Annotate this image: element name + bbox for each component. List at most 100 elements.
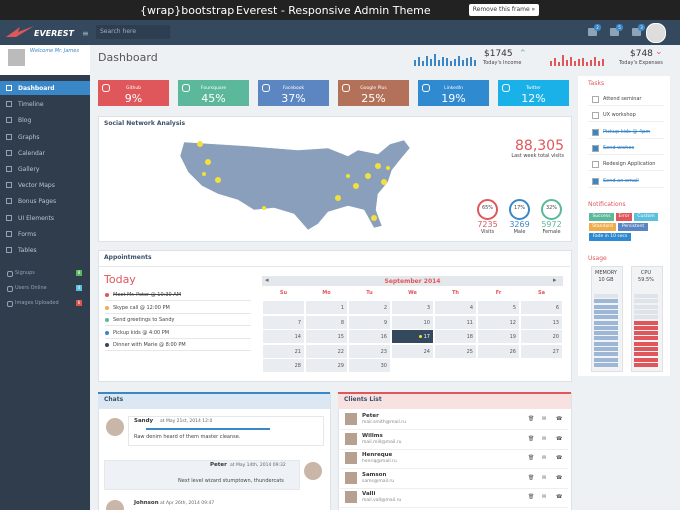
day-cell[interactable] [349, 301, 390, 314]
day-cell[interactable] [263, 359, 304, 372]
remove-frame[interactable]: Remove this frame » [469, 4, 539, 16]
checkbox[interactable] [592, 177, 599, 185]
day-cell[interactable] [435, 344, 476, 358]
client-action[interactable]: 🗑 [528, 455, 535, 461]
day-cell[interactable] [392, 301, 433, 314]
card-icon [102, 84, 110, 92]
day-cell[interactable] [306, 344, 347, 358]
stat-label: Signups [15, 270, 35, 276]
avatar[interactable] [646, 23, 666, 43]
day: 19 [509, 334, 516, 340]
day: 5 [512, 305, 516, 311]
menu-item[interactable]: Vector Maps [18, 182, 55, 190]
meter-segment [634, 304, 658, 309]
meter-segment [594, 331, 618, 336]
day-cell[interactable] [478, 301, 519, 314]
chat-time: at Apr 26th, 2014 09:47 [160, 500, 215, 506]
day-cell[interactable] [349, 330, 390, 343]
header-icon[interactable] [588, 28, 597, 36]
day-cell[interactable] [306, 315, 347, 329]
client-action[interactable]: 🗑 [528, 435, 535, 442]
user-avatar [8, 49, 25, 66]
day-cell[interactable] [263, 330, 304, 343]
day-cell[interactable] [349, 315, 390, 329]
client-name: Willms [362, 432, 383, 439]
task-text: Send wishes [603, 144, 635, 151]
menu-active [0, 81, 90, 95]
notify-button[interactable]: Persistent [618, 223, 648, 231]
day-cell[interactable] [521, 330, 562, 343]
client-action[interactable]: 🗑 [528, 494, 535, 500]
client-action[interactable]: ✉ [542, 416, 547, 422]
day-cell[interactable] [263, 344, 304, 358]
menu-item[interactable]: Tables [18, 247, 37, 254]
day-cell[interactable] [435, 330, 476, 343]
menu-item[interactable]: Gallery [18, 166, 40, 173]
menu-item[interactable]: UI Elements [18, 214, 55, 222]
day-cell[interactable] [392, 344, 433, 358]
checkbox[interactable] [592, 161, 599, 169]
day-cell[interactable] [349, 359, 390, 372]
client-action[interactable]: ✉ [542, 494, 547, 500]
day-cell[interactable] [478, 344, 519, 358]
menu-item[interactable]: Forms [18, 230, 37, 238]
day-cell[interactable] [263, 315, 304, 329]
client-action[interactable]: 🗑 [528, 416, 535, 422]
client-action[interactable]: ✉ [542, 455, 547, 461]
client-action[interactable]: ✉ [542, 435, 547, 442]
header-icon[interactable] [632, 28, 641, 36]
day-cell[interactable] [392, 330, 433, 343]
day-cell[interactable] [306, 330, 347, 343]
client-action[interactable]: ☎ [556, 435, 563, 442]
day-cell[interactable] [435, 315, 476, 329]
day-cell[interactable] [306, 301, 347, 314]
client-action[interactable]: ☎ [556, 494, 563, 500]
client-action[interactable]: ☎ [556, 455, 563, 461]
client-name: Peter [362, 413, 379, 419]
expense-amount: $748 [630, 49, 653, 59]
day-cell[interactable] [263, 301, 304, 314]
checkbox[interactable] [592, 96, 599, 103]
day-cell[interactable] [521, 315, 562, 329]
day-cell[interactable] [435, 301, 476, 314]
client-action[interactable]: ☎ [556, 474, 563, 481]
ring-percent: 65% [481, 205, 494, 211]
notify-button[interactable]: Custom [634, 213, 658, 221]
client-action[interactable]: 🗑 [528, 474, 535, 481]
menu-item[interactable]: Blog [18, 117, 32, 125]
notify-button[interactable]: Success [589, 213, 614, 221]
day-cell[interactable] [521, 301, 562, 314]
day: 28 [294, 363, 301, 369]
client-action[interactable]: ✉ [542, 474, 547, 481]
appt-line [105, 300, 251, 301]
day: 13 [552, 319, 559, 326]
stat-dot [7, 271, 13, 277]
notify-button[interactable]: Error [616, 213, 632, 221]
menu-item[interactable]: Timeline [18, 101, 44, 109]
day-cell[interactable] [392, 315, 433, 329]
checkbox[interactable] [592, 144, 599, 152]
menu-item[interactable]: Graphs [18, 133, 40, 141]
cal-prev[interactable]: ◂ [265, 276, 269, 284]
page-title: Dashboard [98, 51, 158, 64]
day-cell[interactable] [521, 344, 562, 358]
menu-item[interactable]: Bonus Pages [18, 198, 57, 206]
day-cell[interactable] [349, 344, 390, 358]
day: 29 [337, 363, 344, 369]
notify-button[interactable]: Fade in 10 secs [589, 233, 631, 241]
header-icon[interactable] [610, 28, 619, 36]
day: 18 [466, 334, 473, 340]
search[interactable]: Search here [96, 25, 170, 39]
cal-next[interactable]: ▸ [553, 276, 557, 284]
client-action[interactable]: ☎ [556, 416, 563, 422]
checkbox[interactable] [592, 112, 599, 120]
menu-toggle[interactable]: ≡ [82, 29, 89, 38]
menu-item[interactable]: Dashboard [18, 85, 55, 92]
card-name: Twitter [525, 86, 542, 91]
day-cell[interactable] [478, 330, 519, 343]
checkbox[interactable] [592, 128, 599, 136]
day-cell[interactable] [306, 359, 347, 372]
notify-button[interactable]: Standard [589, 223, 616, 231]
menu-item[interactable]: Calendar [18, 149, 45, 157]
day-cell[interactable] [478, 315, 519, 329]
